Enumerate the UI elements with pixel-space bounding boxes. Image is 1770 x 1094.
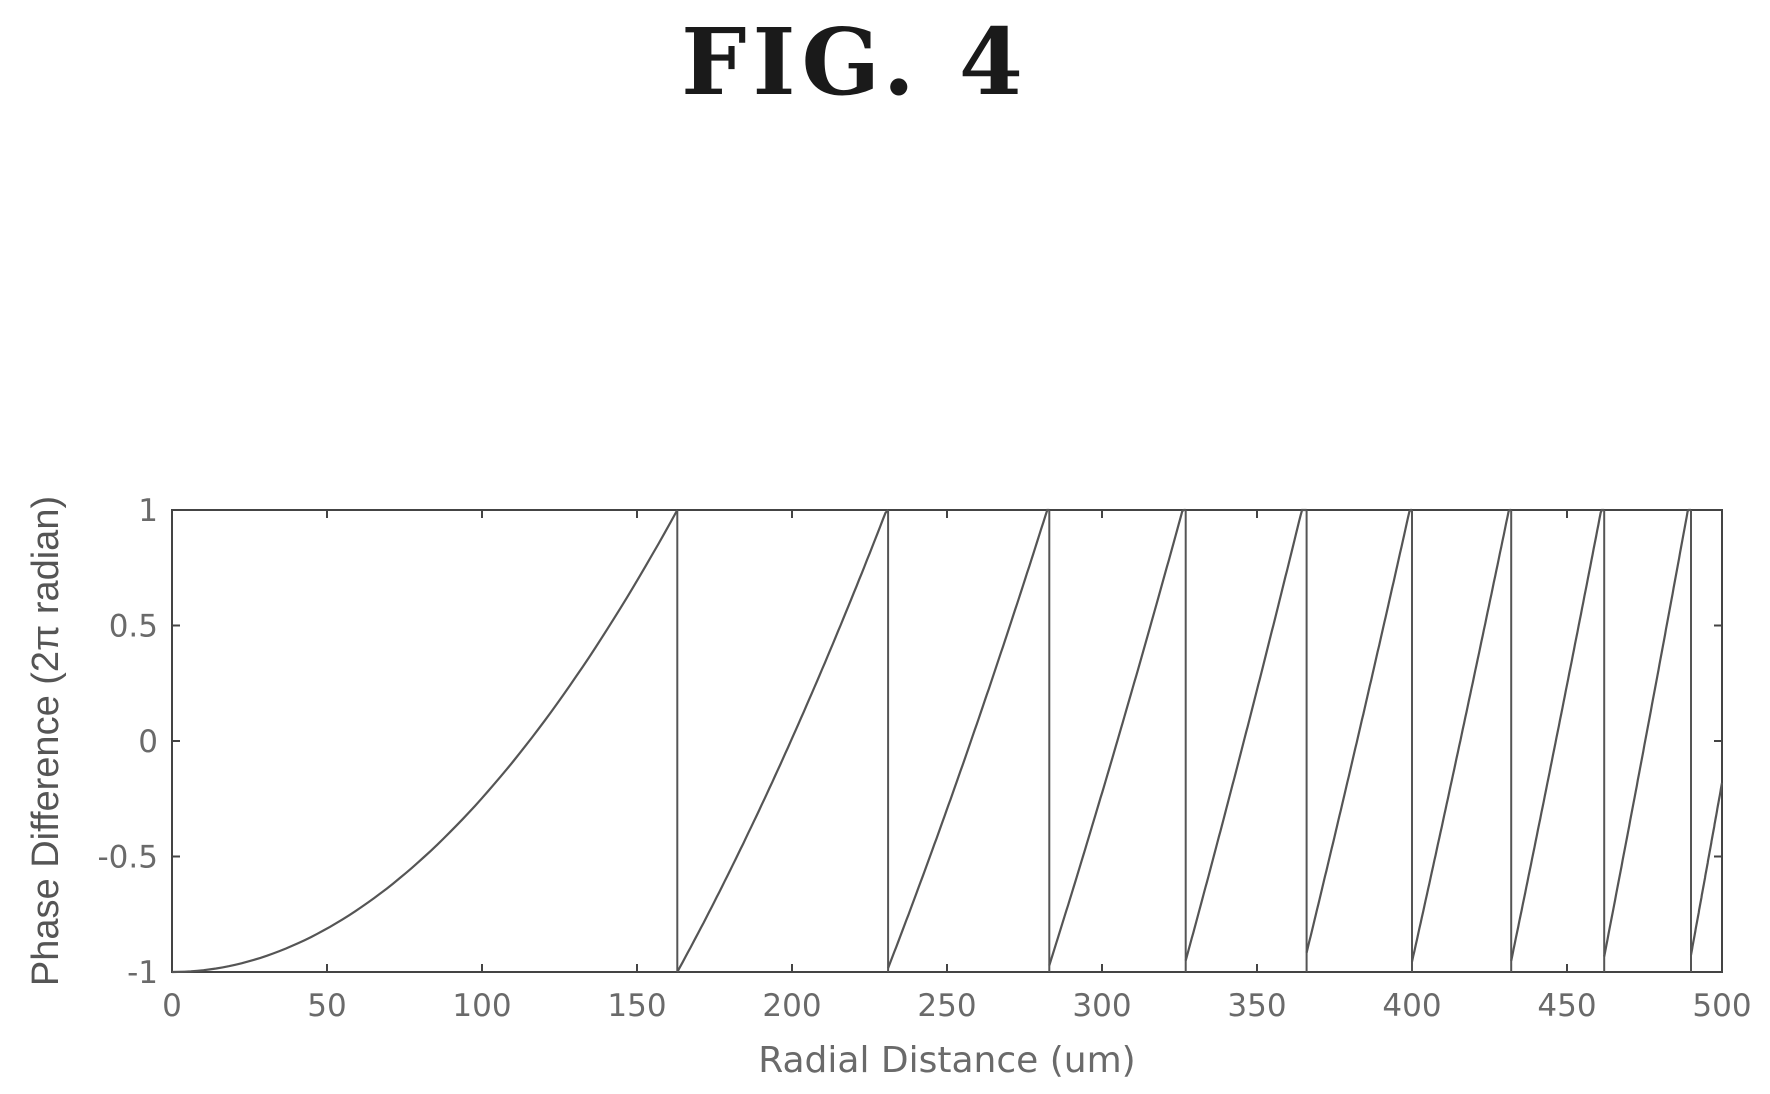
y-tick-label: 0 [138, 724, 158, 760]
y-axis-label: Phase Difference (2π radian) [25, 496, 67, 986]
phase-curve-segment [1410, 508, 1512, 963]
x-tick-label: 500 [1692, 988, 1751, 1024]
x-axis-label: Radial Distance (um) [758, 1040, 1135, 1081]
x-tick-label: 450 [1537, 988, 1596, 1024]
phase-curve-segment [171, 509, 679, 974]
phase-curve-segment [1305, 508, 1412, 953]
x-tick-label: 50 [307, 988, 346, 1024]
x-tick-label: 200 [762, 988, 821, 1024]
axis-ticks [171, 509, 1723, 973]
x-tick-label: 250 [917, 988, 976, 1024]
x-tick-label: 0 [162, 988, 182, 1024]
y-tick-label: 0.5 [109, 609, 158, 645]
y-tick-label: -1 [127, 955, 158, 991]
phase-curve-segment [1510, 508, 1605, 962]
phase-curve-segment [1184, 508, 1307, 961]
y-tick-label: -0.5 [98, 840, 159, 876]
phase-curve-segment [1603, 508, 1691, 957]
x-tick-label: 400 [1382, 988, 1441, 1024]
phase-curve-segment [676, 509, 889, 973]
x-tick-label: 150 [607, 988, 666, 1024]
x-tick-label: 300 [1072, 988, 1131, 1024]
x-tick-label: 350 [1227, 988, 1286, 1024]
y-tick-label: 1 [138, 493, 158, 529]
tick-labels: 0 50 100 150 200 250 300 350 400 450 500 1 0.5 0 -0.5 -… [98, 493, 1752, 1024]
data-series [171, 508, 1724, 974]
plot-area-border [171, 509, 1723, 973]
x-tick-label: 100 [452, 988, 511, 1024]
plot-frame [171, 509, 1723, 973]
phase-curve-segment [1689, 782, 1724, 956]
phase-curve-segment [1048, 508, 1186, 966]
phase-curve-segment [887, 508, 1050, 969]
figure-title: FIG. 4 [681, 8, 1029, 116]
